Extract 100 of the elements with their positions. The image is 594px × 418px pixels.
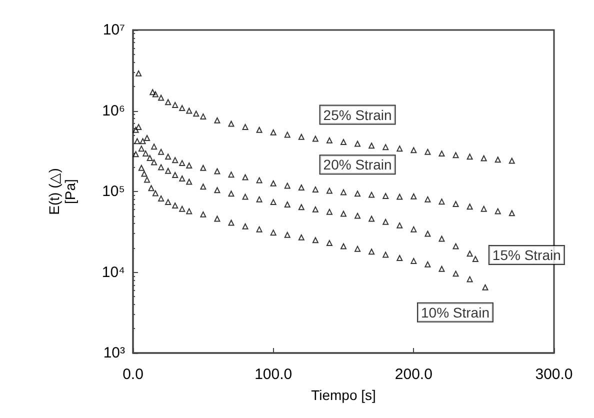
point (228, 190, 234, 197)
point (242, 223, 248, 230)
point (150, 89, 156, 96)
point (354, 246, 361, 252)
point (298, 134, 304, 140)
point (452, 270, 459, 277)
point (270, 199, 276, 206)
point (186, 108, 192, 114)
point (256, 177, 262, 184)
point (165, 99, 172, 106)
point (480, 155, 487, 162)
series-label: 10% Strain (420, 304, 490, 320)
point (165, 168, 172, 174)
point (368, 142, 375, 149)
point (200, 211, 206, 218)
point (214, 216, 220, 222)
point (340, 139, 346, 146)
point (186, 208, 192, 214)
point (228, 220, 234, 226)
point (144, 134, 150, 141)
point (172, 102, 178, 108)
point (136, 124, 142, 130)
point (340, 243, 346, 250)
point (172, 157, 178, 164)
point (424, 261, 431, 268)
point (152, 91, 158, 98)
point (140, 138, 146, 144)
point (438, 236, 445, 242)
point (410, 193, 417, 200)
point (482, 284, 488, 290)
x-tick-label: 100.0 (254, 366, 292, 383)
point (494, 208, 501, 214)
series-label: 20% Strain (323, 156, 392, 173)
point (368, 248, 375, 255)
point (494, 156, 501, 163)
point (193, 110, 200, 117)
point (228, 120, 234, 127)
point (284, 132, 290, 138)
point (186, 162, 192, 168)
point (354, 212, 361, 219)
point (298, 234, 304, 240)
point (340, 189, 346, 196)
point (228, 172, 234, 178)
series-label: 15% Strain (492, 246, 561, 263)
point (132, 151, 139, 158)
y-axis-title: E(t) (△) [Pa] (46, 168, 78, 215)
point (312, 136, 318, 142)
point (466, 276, 473, 282)
point (179, 206, 186, 212)
point (256, 226, 262, 232)
point (158, 195, 164, 202)
point (508, 158, 515, 164)
point (256, 126, 262, 133)
point (165, 199, 172, 206)
point (382, 144, 389, 150)
point (284, 182, 290, 189)
point (298, 204, 304, 210)
point (354, 140, 361, 147)
y-tick-label: 10⁷ (102, 22, 125, 38)
point (340, 210, 346, 217)
point (200, 184, 206, 190)
point (134, 138, 140, 144)
x-tick-label: 0.0 (122, 366, 144, 383)
point (214, 117, 220, 124)
point (136, 70, 142, 76)
point (270, 230, 276, 236)
point (438, 150, 445, 157)
point (452, 152, 459, 158)
point (438, 198, 445, 205)
point (256, 196, 262, 202)
point (144, 176, 150, 183)
y-tick-label: 10³ (103, 344, 125, 362)
point (148, 185, 154, 192)
y-tick-label: 10⁶ (102, 102, 125, 120)
x-tick-label: 200.0 (394, 366, 432, 383)
point (410, 258, 417, 264)
point (165, 154, 172, 160)
point (242, 124, 248, 130)
point (138, 146, 144, 152)
point (326, 137, 332, 144)
x-tick-label: 300.0 (535, 366, 573, 383)
point (452, 243, 459, 250)
point (396, 146, 403, 152)
point (396, 194, 403, 200)
point (466, 250, 473, 257)
point (424, 196, 431, 202)
point (132, 126, 139, 133)
point (472, 256, 478, 262)
point (312, 206, 318, 212)
point (158, 148, 164, 155)
point (158, 94, 164, 101)
point (284, 232, 290, 238)
point (141, 170, 148, 177)
point (410, 147, 417, 154)
point (368, 216, 375, 222)
point (214, 168, 220, 174)
point (142, 150, 149, 156)
point (214, 187, 220, 194)
point (242, 194, 248, 200)
point (466, 204, 473, 210)
